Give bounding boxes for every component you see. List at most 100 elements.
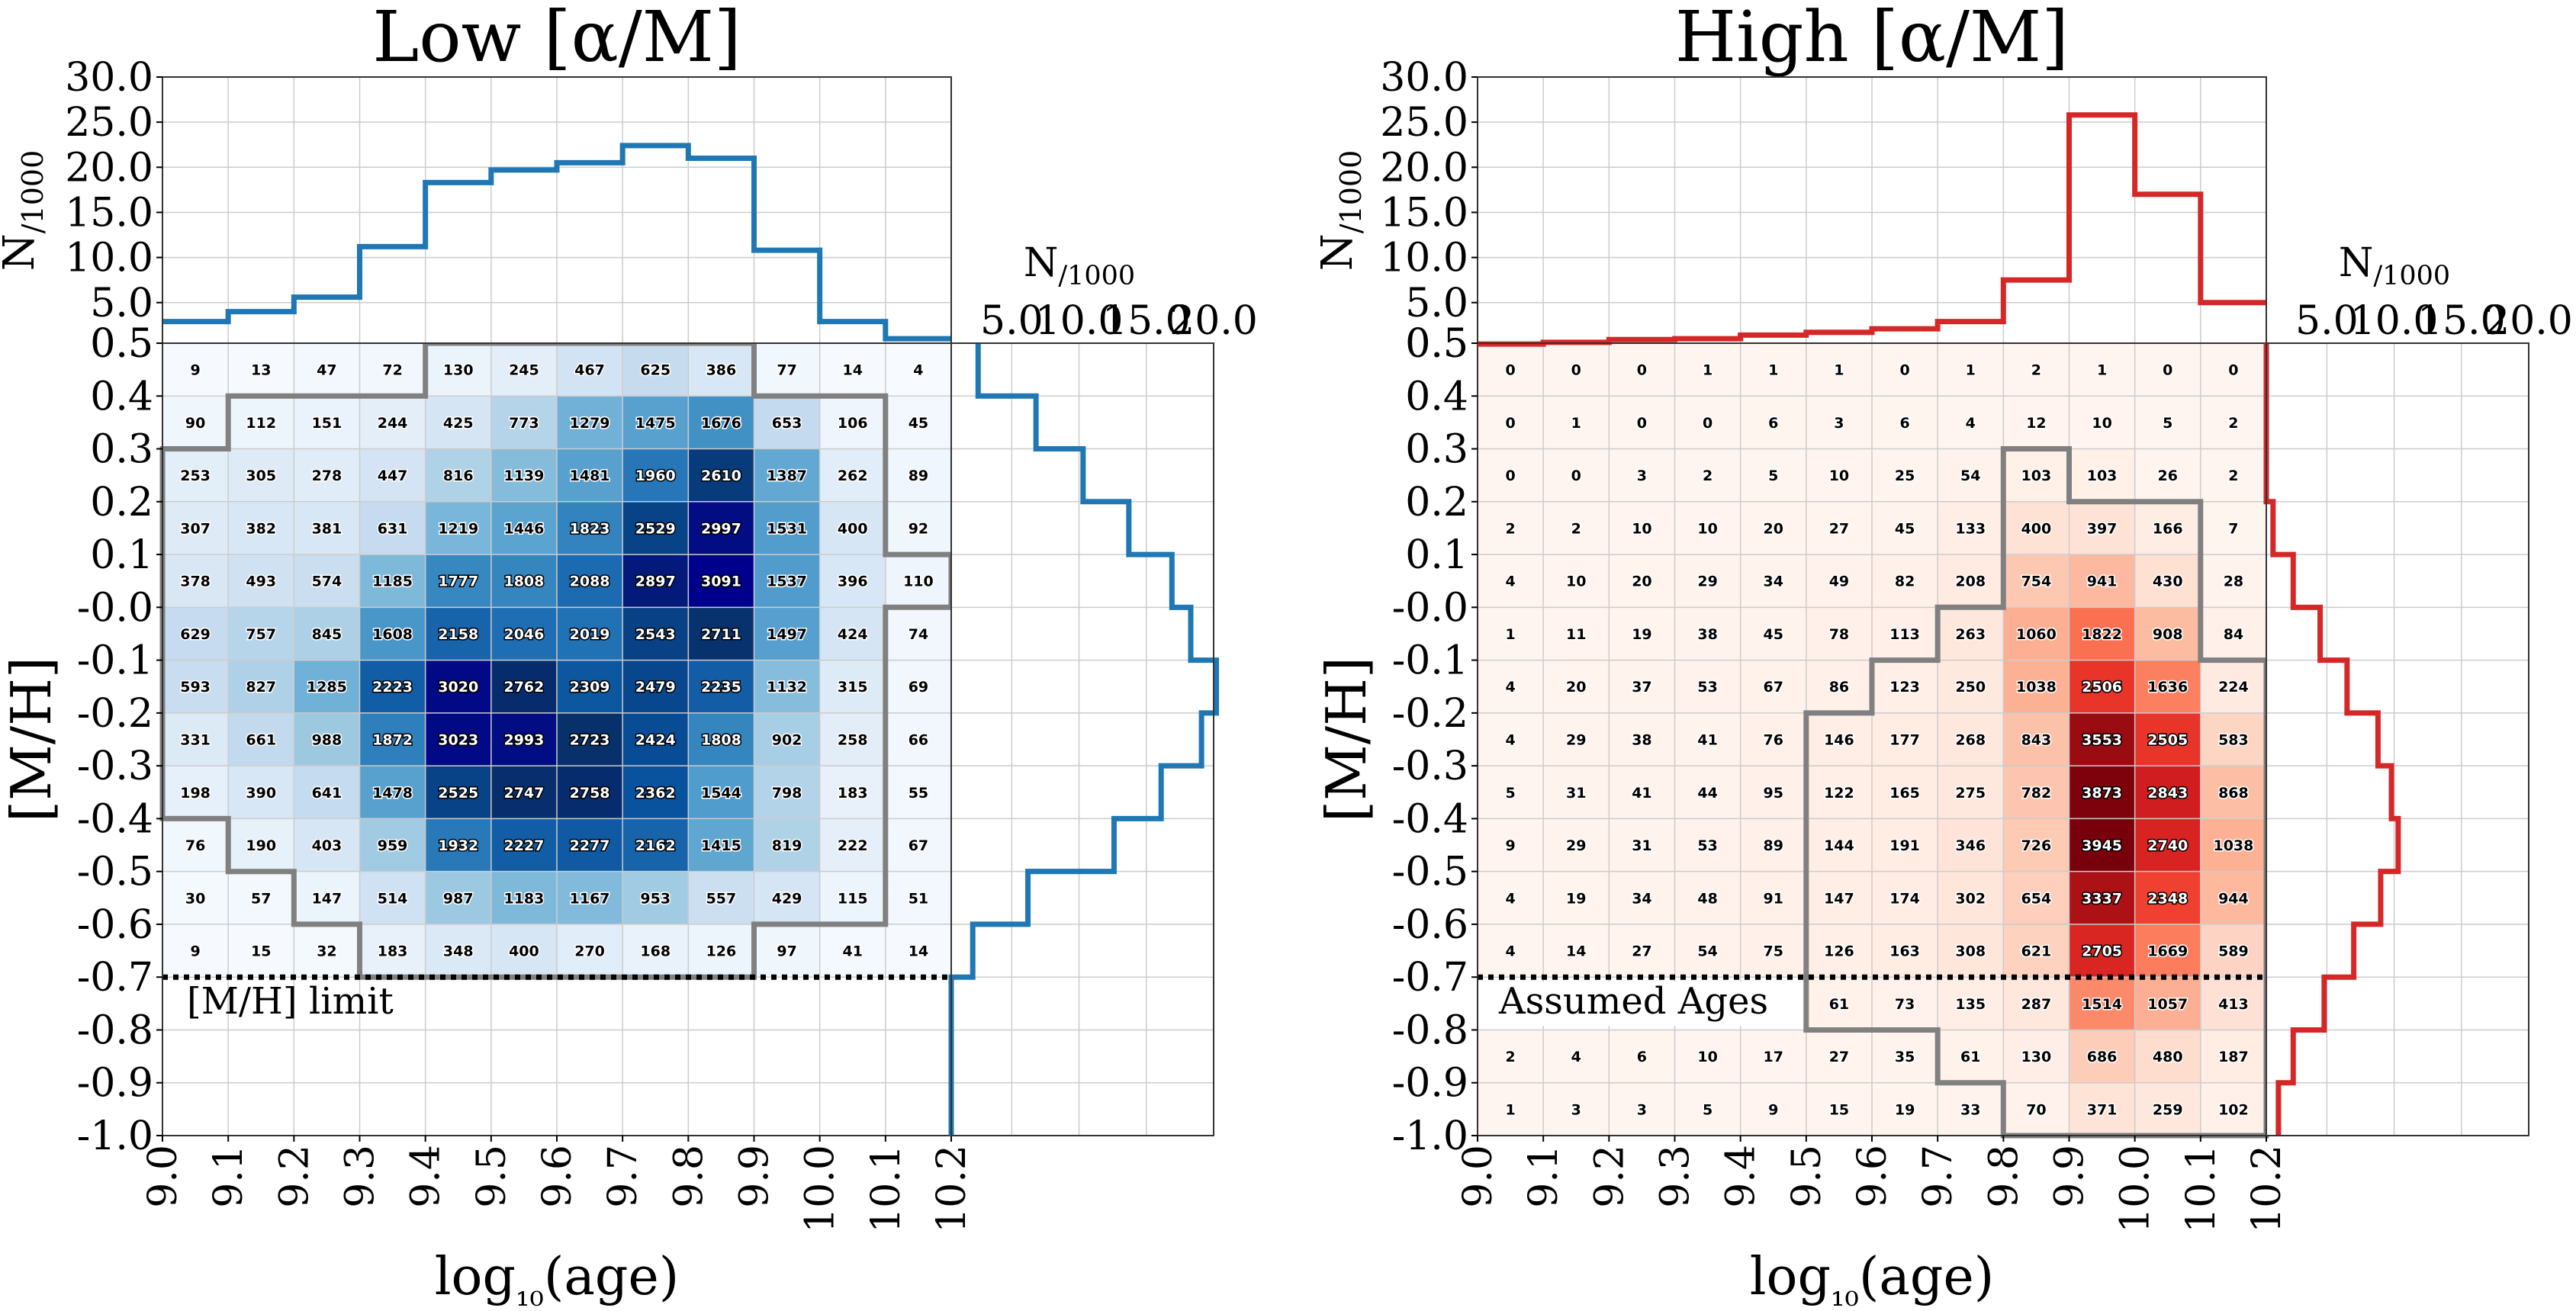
heatmap-cell	[425, 712, 491, 766]
top-hist-step	[162, 143, 951, 342]
heatmap-cell	[162, 871, 229, 924]
heatmap-cell	[425, 448, 491, 502]
heatmap-cell	[2003, 712, 2069, 766]
cell-count-label: 1960	[635, 468, 676, 484]
cell-count-label: 2424	[635, 732, 676, 749]
cell-count-label: 113	[1889, 626, 1920, 643]
heatmap-cell	[1609, 818, 1675, 872]
cell-count-label: 987	[443, 890, 474, 907]
cell-count-label: 654	[2021, 890, 2052, 907]
heatmap-cell	[1740, 1082, 1806, 1136]
heatmap-cell	[228, 660, 294, 713]
heatmap-cell	[819, 607, 886, 660]
cell-count-label: 67	[909, 837, 928, 854]
cell-count-label: 827	[246, 679, 276, 696]
cell-count-label: 757	[246, 626, 276, 643]
heatmap-cell	[1806, 871, 1872, 924]
cell-count-label: 447	[378, 468, 408, 484]
cell-count-label: 31	[1632, 837, 1651, 854]
heatmap-cell	[2003, 448, 2069, 502]
heatmap-cell	[1872, 1030, 1938, 1083]
top-hist-y-tick-label: 15.0	[1380, 190, 1468, 236]
heatmap-cell	[359, 396, 426, 449]
cell-count-label: 0	[1505, 468, 1515, 484]
top-hist-y-tick-label: 30.0	[65, 55, 153, 101]
cell-count-label: 2227	[503, 837, 544, 854]
heatmap-cell	[425, 396, 491, 449]
cell-count-label: 2997	[701, 520, 741, 537]
heatmap-cell	[294, 501, 360, 555]
cell-count-label: 1167	[570, 890, 610, 907]
heatmap-cell	[2200, 660, 2266, 713]
heatmap-cell	[162, 396, 229, 449]
cell-count-label: 593	[180, 679, 211, 696]
heatmap-cell	[622, 818, 689, 872]
cell-count-label: 28	[2224, 574, 2243, 590]
cell-count-label: 2897	[635, 574, 676, 590]
heatmap-cell	[162, 660, 229, 713]
cell-count-label: 1219	[438, 520, 478, 537]
heatmap-cell	[294, 712, 360, 766]
heatmap-cell	[359, 448, 426, 502]
cell-count-label: 6	[1768, 415, 1778, 432]
heatmap-cell	[557, 396, 623, 449]
heatmap-cell	[2069, 501, 2135, 555]
cell-count-label: 467	[574, 362, 605, 379]
heatmap-cell	[885, 554, 951, 608]
heatmap-cell	[1938, 554, 2004, 608]
annotation-label: Assumed Ages	[1498, 980, 1768, 1023]
cell-count-label: 67	[1764, 679, 1783, 696]
cell-count-label: 348	[443, 943, 474, 960]
cell-count-label: 1415	[701, 837, 741, 854]
heatmap-cell	[1740, 660, 1806, 713]
heatmap-cell	[2069, 977, 2135, 1030]
heatmap-cell	[819, 924, 886, 978]
x-tick-label: 10.0	[798, 1145, 844, 1233]
heatmap-cell	[2200, 343, 2266, 397]
heatmap-cell	[688, 818, 754, 872]
cell-count-label: 2762	[503, 679, 544, 696]
heatmap-cell	[425, 924, 491, 978]
side-hist-x-tick-label: 15.0	[2417, 298, 2506, 344]
cell-count-label: 2479	[635, 679, 676, 696]
heatmap-cell	[688, 396, 754, 449]
cell-count-label: 263	[1955, 626, 1986, 643]
top-hist-frame	[1477, 76, 2267, 344]
heatmap-cell	[228, 766, 294, 819]
x-tick-label: 9.1	[1521, 1145, 1567, 1208]
x-tick-label: 9.7	[1915, 1145, 1961, 1208]
heatmap-cell	[688, 554, 754, 608]
heatmap-cell	[1478, 501, 1544, 555]
cell-count-label: 32	[317, 943, 336, 960]
heatmap-cell	[819, 343, 886, 397]
heatmap-cell	[2003, 977, 2069, 1030]
heatmap-cell	[490, 448, 557, 502]
cell-count-label: 2993	[503, 732, 544, 749]
cell-count-label: 2	[2031, 362, 2041, 379]
cell-count-label: 3091	[701, 574, 741, 590]
heatmap-cell	[2069, 554, 2135, 608]
heatmap-cell	[1872, 712, 1938, 766]
cell-count-label: 1	[1768, 362, 1778, 379]
cell-count-label: 13	[251, 362, 271, 379]
heatmap-cell	[754, 712, 820, 766]
cell-count-label: 51	[909, 890, 928, 907]
heatmap-cell	[1938, 660, 2004, 713]
x-tick-label: 9.4	[1719, 1145, 1764, 1208]
cell-count-label: 177	[1889, 732, 1920, 749]
cell-count-label: 54	[1697, 943, 1717, 960]
heatmap-cell	[688, 448, 754, 502]
cell-count-label: 396	[838, 574, 868, 590]
cell-count-label: 1636	[2147, 679, 2188, 696]
cell-count-label: 72	[382, 362, 402, 379]
x-tick-label: 9.1	[206, 1145, 252, 1208]
cell-count-label: 397	[2087, 520, 2118, 537]
heatmap-cell	[622, 871, 689, 924]
side-hist-x-tick-label: 10.0	[2350, 298, 2439, 344]
cell-count-label: 14	[909, 943, 928, 960]
heatmap-cell	[1872, 501, 1938, 555]
cell-count-label: 2348	[2147, 890, 2188, 907]
side-hist-x-tick-label: 15.0	[1102, 298, 1191, 344]
x-tick-label: 9.9	[2047, 1145, 2093, 1208]
cell-count-label: 1537	[767, 574, 807, 590]
